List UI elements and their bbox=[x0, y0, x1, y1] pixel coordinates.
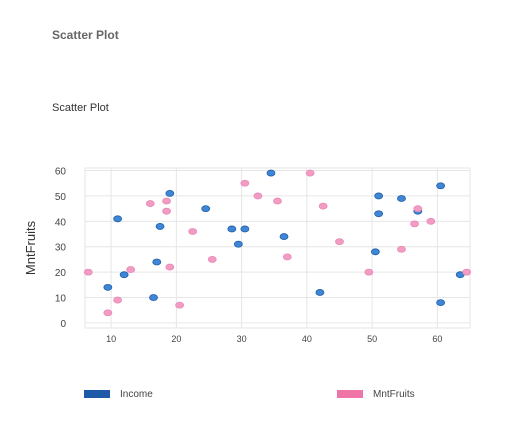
grid bbox=[84, 167, 471, 329]
chart-title: Scatter Plot bbox=[52, 102, 109, 114]
plot-border bbox=[84, 167, 471, 329]
data-point[interactable] bbox=[113, 296, 123, 304]
data-point[interactable] bbox=[233, 240, 243, 248]
x-tick-label: 30 bbox=[237, 334, 247, 344]
data-point[interactable] bbox=[152, 258, 162, 266]
data-point[interactable] bbox=[165, 189, 175, 197]
data-point[interactable] bbox=[374, 192, 384, 200]
series-mntfruits bbox=[83, 169, 472, 317]
data-point[interactable] bbox=[335, 238, 344, 246]
data-point[interactable] bbox=[305, 169, 315, 177]
data-point[interactable] bbox=[201, 205, 211, 213]
data-point[interactable] bbox=[162, 197, 171, 205]
data-point[interactable] bbox=[155, 223, 165, 230]
y-axis-label: MntFruits bbox=[23, 220, 38, 275]
data-point[interactable] bbox=[253, 192, 263, 200]
y-tick-label: 30 bbox=[55, 243, 67, 254]
data-point[interactable] bbox=[103, 283, 113, 291]
data-point[interactable] bbox=[165, 263, 175, 271]
data-point[interactable] bbox=[397, 245, 406, 253]
legend-label-mntfruits: MntFruits bbox=[373, 388, 415, 400]
legend-item-mntfruits[interactable]: MntFruits bbox=[337, 387, 415, 401]
y-tick-label: 10 bbox=[55, 294, 67, 305]
data-point[interactable] bbox=[462, 268, 472, 276]
data-point[interactable] bbox=[103, 309, 113, 317]
data-point[interactable] bbox=[175, 301, 185, 309]
data-point[interactable] bbox=[279, 233, 289, 240]
y-tick-label: 50 bbox=[55, 192, 67, 203]
data-point[interactable] bbox=[149, 294, 158, 301]
data-point[interactable] bbox=[318, 202, 328, 210]
data-point[interactable] bbox=[240, 179, 250, 187]
y-tick-label: 60 bbox=[55, 167, 67, 178]
axis-ticks: 0 10 20 30 40 50 60 10 20 30 40 50 60 bbox=[55, 167, 443, 344]
x-tick-label: 10 bbox=[106, 334, 116, 344]
x-tick-label: 60 bbox=[432, 334, 442, 344]
legend-swatch-income bbox=[84, 390, 110, 398]
y-tick-label: 20 bbox=[55, 268, 67, 279]
data-point[interactable] bbox=[436, 299, 446, 307]
x-tick-label: 40 bbox=[302, 334, 312, 344]
data-point[interactable] bbox=[240, 225, 250, 233]
data-point[interactable] bbox=[188, 228, 198, 235]
y-tick-label: 40 bbox=[55, 217, 67, 228]
data-point[interactable] bbox=[273, 197, 282, 205]
data-point[interactable] bbox=[162, 207, 171, 215]
panel-title: Scatter Plot bbox=[52, 28, 119, 42]
y-tick-label: 0 bbox=[60, 319, 66, 330]
data-point[interactable] bbox=[315, 289, 325, 296]
series-income bbox=[103, 169, 465, 307]
data-point[interactable] bbox=[436, 182, 446, 190]
data-point[interactable] bbox=[207, 256, 217, 263]
data-point[interactable] bbox=[145, 200, 155, 207]
data-point[interactable] bbox=[227, 225, 237, 233]
data-point[interactable] bbox=[282, 253, 292, 261]
legend-label-income: Income bbox=[120, 388, 153, 400]
x-tick-label: 50 bbox=[367, 334, 377, 344]
data-point[interactable] bbox=[113, 215, 123, 223]
data-point[interactable] bbox=[426, 217, 436, 225]
data-point[interactable] bbox=[83, 268, 93, 276]
data-points bbox=[83, 169, 472, 317]
data-point[interactable] bbox=[119, 271, 129, 279]
data-point[interactable] bbox=[370, 248, 380, 256]
legend-swatch-mntfruits bbox=[337, 390, 363, 398]
x-tick-label: 20 bbox=[171, 334, 181, 344]
legend-item-income[interactable]: Income bbox=[84, 387, 153, 401]
data-point[interactable] bbox=[364, 268, 374, 276]
data-point[interactable] bbox=[410, 220, 419, 228]
data-point[interactable] bbox=[374, 210, 384, 218]
data-point[interactable] bbox=[413, 205, 423, 213]
data-point[interactable] bbox=[126, 266, 136, 273]
data-point[interactable] bbox=[266, 169, 276, 177]
data-point[interactable] bbox=[397, 195, 406, 202]
